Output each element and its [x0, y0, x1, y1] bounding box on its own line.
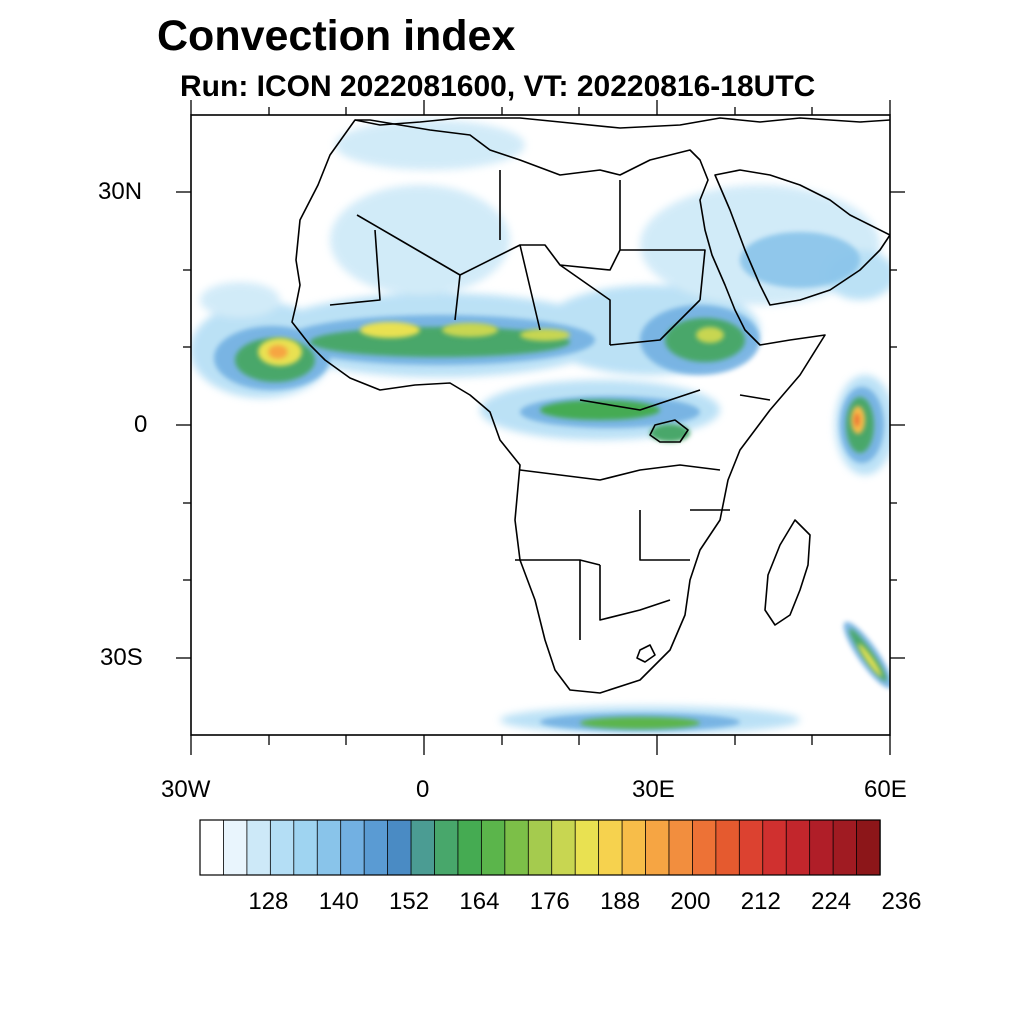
lon-label-0: 0 — [416, 776, 430, 803]
convection-field — [191, 120, 890, 734]
arabia-coastline — [714, 169, 890, 306]
colorbar-swatch — [832, 819, 858, 876]
lake-victoria — [649, 419, 689, 443]
field-se-front-yellow — [858, 643, 882, 677]
colorbar-tick-label: 188 — [600, 888, 641, 915]
colorbar-swatch — [738, 819, 764, 876]
colorbar-swatch — [199, 819, 225, 876]
africa-coastline — [291, 119, 826, 694]
colorbar-swatch — [410, 819, 436, 876]
colorbar — [199, 819, 881, 876]
axis-ticks — [176, 100, 905, 755]
colorbar-swatch — [293, 819, 318, 876]
field-sahel-yellow-1 — [360, 322, 420, 338]
colorbar-swatch — [762, 819, 787, 876]
field-sahel-yellow-3 — [520, 329, 570, 341]
colorbar-swatch — [269, 819, 295, 876]
colorbar-swatch — [621, 819, 647, 876]
border-lines — [329, 170, 771, 640]
colorbar-tick-label: 224 — [811, 888, 852, 915]
field-arabia-mid — [740, 232, 860, 288]
colorbar-swatch — [246, 819, 272, 876]
colorbar-swatch — [785, 819, 811, 876]
colorbar-swatch — [340, 819, 365, 876]
field-congo-green — [540, 400, 660, 420]
colorbar-swatch — [316, 819, 342, 876]
field-victoria-green — [650, 424, 690, 442]
lon-label-60e: 60E — [864, 776, 907, 803]
field-sahel-yellow-2 — [442, 323, 498, 337]
colorbar-tick-label: 212 — [740, 888, 781, 915]
colorbar-swatch — [434, 819, 459, 876]
lat-label-30s: 30S — [100, 644, 143, 671]
colorbar-swatch — [645, 819, 670, 876]
colorbar-swatch — [504, 819, 529, 876]
colorbar-tick-label: 152 — [389, 888, 430, 915]
colorbar-swatch — [387, 819, 412, 876]
colorbar-swatch — [715, 819, 741, 876]
colorbar-tick-label: 128 — [248, 888, 289, 915]
mediterranean-north — [354, 117, 890, 129]
field-south-green — [580, 717, 700, 729]
colorbar-tick-label: 140 — [318, 888, 359, 915]
field-ethiopia-yellow — [696, 327, 724, 343]
colorbar-tick-label: 176 — [529, 888, 570, 915]
colorbar-swatch — [574, 819, 600, 876]
colorbar-tick-label: 236 — [881, 888, 922, 915]
lon-label-30w: 30W — [161, 776, 211, 803]
lon-label-30e: 30E — [632, 776, 675, 803]
colorbar-swatch — [457, 819, 483, 876]
colorbar-swatch — [692, 819, 717, 876]
chart-title: Convection index — [157, 12, 516, 60]
colorbar-swatch — [856, 819, 881, 876]
colorbar-swatch — [598, 819, 623, 876]
coastlines — [291, 117, 890, 694]
colorbar-swatch — [668, 819, 694, 876]
lat-label-30n: 30N — [98, 178, 143, 205]
lesotho-outline — [636, 644, 656, 663]
colorbar-tick-label: 200 — [670, 888, 711, 915]
field-peaks — [258, 322, 882, 677]
lat-label-0: 0 — [134, 411, 148, 438]
colorbar-swatch — [223, 819, 248, 876]
field-atlantic-orange — [268, 345, 288, 359]
chart-subtitle: Run: ICON 2022081600, VT: 20220816-18UTC — [180, 70, 816, 103]
madagascar-coastline — [764, 519, 811, 626]
colorbar-swatch — [551, 819, 576, 876]
colorbar-swatch — [363, 819, 389, 876]
colorbar-swatch — [480, 819, 506, 876]
field-sahara-low — [330, 185, 510, 295]
colorbar-swatch — [809, 819, 834, 876]
field-indian-orange — [854, 413, 860, 427]
colorbar-swatch — [527, 819, 553, 876]
colorbar-outline — [199, 819, 881, 876]
field-west-low — [200, 282, 280, 318]
colorbar-tick-label: 164 — [459, 888, 500, 915]
field-nmaghreb-low — [335, 120, 525, 170]
